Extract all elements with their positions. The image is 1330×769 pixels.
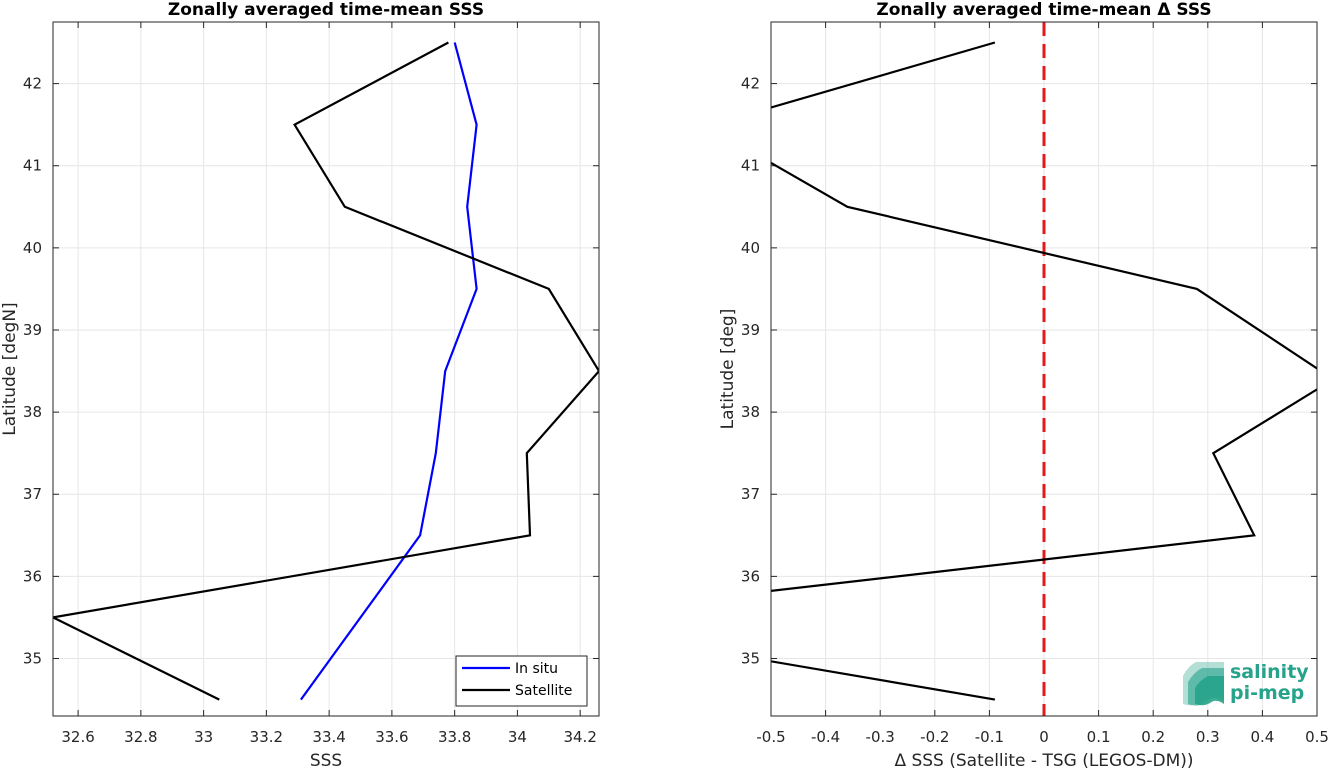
delta-sss-line — [771, 161, 1317, 593]
right-x-tick-label: -0.1 — [975, 728, 1004, 746]
right-x-tick-label: 0 — [1039, 728, 1049, 746]
left-chart-title: Zonally averaged time-mean SSS — [168, 0, 484, 20]
logo-line1: salinity — [1230, 661, 1309, 683]
right-y-tick-label: 37 — [741, 485, 760, 503]
delta-sss-line — [771, 41, 996, 109]
in-situ-line — [300, 42, 478, 701]
right-x-tick-label: 0.3 — [1196, 728, 1220, 746]
right-x-tick-label: 0.5 — [1305, 728, 1329, 746]
legend: In situ Satellite — [455, 655, 588, 707]
right-x-tick-label: -0.4 — [811, 728, 840, 746]
right-axes-box — [770, 21, 1318, 717]
right-x-tick-label: 0.2 — [1141, 728, 1165, 746]
right-x-tick-label: -0.2 — [920, 728, 949, 746]
left-y-axis-label: Latitude [degN] — [0, 302, 20, 435]
salinity-pi-mep-logo: salinity pi-mep — [1183, 661, 1309, 706]
right-y-tick-label: 41 — [741, 157, 760, 175]
left-ticks: 32.6 32.8 33 33.2 33.4 33.6 33.8 34 34.2 35 36 37 38… — [23, 22, 599, 746]
right-panel: -0.5 -0.4 -0.3 -0.2 -0.1 0 0.1 0.2 0.3 0.4 0.5 35 36… — [718, 0, 1329, 769]
right-y-tick-label: 38 — [741, 403, 760, 421]
right-x-tick-label: -0.5 — [756, 728, 785, 746]
logo-waves-icon — [1183, 662, 1224, 706]
left-x-tick-label: 34.2 — [563, 728, 596, 746]
left-y-tick-label: 38 — [23, 403, 42, 421]
left-x-axis-label: SSS — [310, 751, 342, 769]
delta-sss-line — [771, 660, 996, 701]
left-y-tick-label: 37 — [23, 485, 42, 503]
legend-in-situ-label: In situ — [515, 661, 558, 677]
left-x-tick-label: 33.6 — [375, 728, 408, 746]
right-ticks: -0.5 -0.4 -0.3 -0.2 -0.1 0 0.1 0.2 0.3 0.4 0.5 35 36… — [741, 22, 1329, 746]
left-plot-area — [53, 22, 599, 716]
left-y-tick-label: 41 — [23, 157, 42, 175]
left-x-tick-label: 33 — [194, 728, 213, 746]
left-y-tick-label: 35 — [23, 650, 42, 668]
left-x-tick-label: 33.8 — [438, 728, 471, 746]
logo-line2: pi-mep — [1230, 682, 1304, 704]
right-x-tick-label: -0.3 — [866, 728, 895, 746]
right-y-tick-label: 39 — [741, 321, 760, 339]
left-series — [53, 41, 599, 701]
right-y-tick-label: 42 — [741, 75, 760, 93]
right-x-axis-label: Δ SSS (Satellite - TSG (LEGOS-DM)) — [894, 751, 1193, 769]
left-y-tick-label: 42 — [23, 75, 42, 93]
left-axes-box — [52, 21, 600, 717]
left-x-tick-label: 32.8 — [124, 728, 157, 746]
left-panel: 32.6 32.8 33 33.2 33.4 33.6 33.8 34 34.2 35 36 37 38… — [0, 0, 600, 769]
left-y-tick-label: 39 — [23, 321, 42, 339]
right-y-axis-label: Latitude [deg] — [718, 309, 738, 430]
legend-satellite-label: Satellite — [515, 683, 572, 699]
left-y-tick-label: 36 — [23, 567, 42, 585]
right-y-tick-label: 35 — [741, 650, 760, 668]
right-x-tick-label: 0.4 — [1250, 728, 1274, 746]
right-chart-title: Zonally averaged time-mean Δ SSS — [876, 0, 1211, 20]
right-series — [771, 41, 1317, 701]
right-x-tick-label: 0.1 — [1087, 728, 1111, 746]
right-y-tick-label: 36 — [741, 567, 760, 585]
left-x-tick-label: 33.2 — [250, 728, 283, 746]
left-x-tick-label: 32.6 — [61, 728, 94, 746]
left-x-tick-label: 34 — [508, 728, 527, 746]
satellite-line — [53, 41, 599, 701]
left-y-tick-label: 40 — [23, 239, 42, 257]
right-y-tick-label: 40 — [741, 239, 760, 257]
legend-box — [455, 655, 588, 707]
left-x-tick-label: 33.4 — [312, 728, 345, 746]
